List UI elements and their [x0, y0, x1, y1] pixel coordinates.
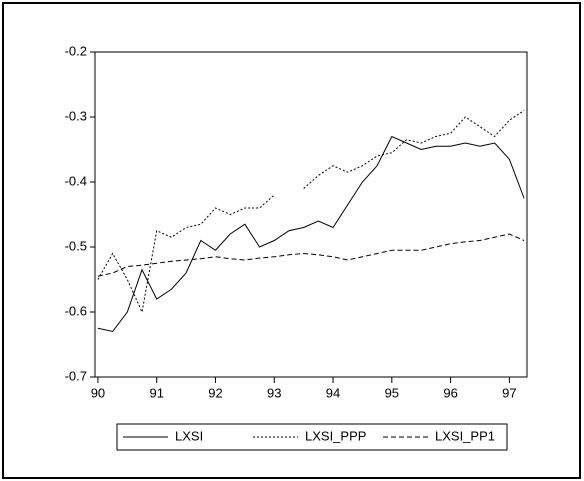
- plot-area: [94, 51, 528, 378]
- x-tick-label: 95: [385, 385, 399, 400]
- x-tick-label: 93: [267, 385, 281, 400]
- y-tick-label: -0.6: [65, 303, 87, 318]
- y-tick-label: -0.3: [65, 108, 87, 123]
- legend-label: LXSI: [175, 428, 203, 443]
- x-tick-label: 90: [91, 385, 105, 400]
- series-line: [97, 135, 525, 333]
- series-line: [97, 110, 525, 314]
- y-tick-label: -0.7: [65, 368, 87, 383]
- x-tick-label: 96: [443, 385, 457, 400]
- x-tick-label: 94: [326, 385, 340, 400]
- y-tick-label: -0.2: [65, 43, 87, 58]
- legend-label: LXSI_PP1: [435, 428, 495, 443]
- x-tick-label: 97: [502, 385, 516, 400]
- y-tick-label: -0.4: [65, 173, 87, 188]
- y-tick-label: -0.5: [65, 238, 87, 253]
- x-tick-label: 92: [208, 385, 222, 400]
- x-tick-label: 91: [149, 385, 163, 400]
- legend-box: [116, 423, 508, 451]
- series-line: [97, 233, 525, 277]
- legend-label: LXSI_PPP: [305, 428, 366, 443]
